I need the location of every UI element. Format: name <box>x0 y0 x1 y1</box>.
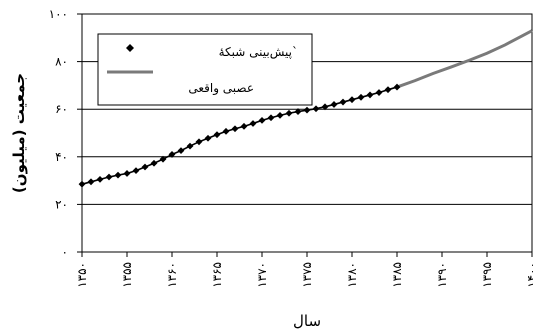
legend-label-actual: عصبی واقعی <box>188 81 254 96</box>
y-tick-label: ۰ <box>62 245 68 259</box>
data-point <box>132 167 140 175</box>
data-point <box>276 111 284 119</box>
x-axis-ticks: ۱۳۵۰ ۱۳۵۵ ۱۳۶۰ ۱۳۶۵ ۱۳۷۰ ۱۳۷۵ ۱۳۸۰ ۱۳۸۵ ۱۳۹۰ ۱۳۹۵… <box>75 252 533 288</box>
y-tick-label: ۴۰ <box>55 150 68 164</box>
y-axis-ticks: ۰ ۲۰ ۴۰ ۶۰ ۸۰ ۱۰۰ <box>49 7 82 259</box>
data-point <box>231 125 239 133</box>
y-axis-title: جمعیت (میلیون) <box>10 73 28 193</box>
legend: پیش‌بینی شبکۀ` عصبی واقعی <box>97 33 313 106</box>
x-tick-label: ۱۳۸۵ <box>390 262 404 288</box>
data-point <box>96 176 104 183</box>
y-tick-label: ۱۰۰ <box>49 7 68 21</box>
data-point <box>321 103 329 111</box>
data-point <box>339 98 347 106</box>
x-tick-label: ۱۳۸۰ <box>345 262 359 288</box>
data-point <box>240 122 248 130</box>
y-tick-label: ۶۰ <box>55 102 68 116</box>
data-point <box>168 151 176 158</box>
x-tick-label: ۱۳۶۰ <box>165 262 179 288</box>
data-point <box>249 120 257 127</box>
data-point <box>375 89 383 96</box>
x-tick-label: ۱۳۹۰ <box>435 262 449 288</box>
y-tick-label: ۲۰ <box>55 197 68 211</box>
data-point <box>330 101 338 108</box>
data-point <box>393 83 401 91</box>
data-point <box>123 170 131 177</box>
x-tick-label: ۱۳۶۵ <box>210 262 224 288</box>
x-tick-label: ۱۳۵۵ <box>120 262 134 288</box>
x-tick-label: ۱۳۵۰ <box>75 262 89 288</box>
data-point <box>195 138 203 146</box>
data-point <box>348 96 356 104</box>
x-tick-label: ۱۴۰۰ <box>525 262 533 288</box>
data-point <box>87 178 95 186</box>
data-point <box>267 114 275 122</box>
data-point <box>204 134 212 142</box>
data-point <box>303 106 311 114</box>
x-axis-title: سال <box>293 312 321 330</box>
data-point <box>357 93 365 101</box>
data-point <box>294 108 302 115</box>
data-point <box>213 131 221 139</box>
legend-box <box>97 33 313 106</box>
data-point <box>159 155 167 163</box>
series-points <box>78 83 401 188</box>
data-point <box>78 180 86 188</box>
legend-label-predicted: پیش‌بینی شبکۀ` <box>219 45 298 60</box>
data-point <box>186 142 194 150</box>
x-tick-label: ۱۳۷۰ <box>255 262 269 288</box>
x-tick-label: ۱۳۷۵ <box>300 262 314 288</box>
data-point <box>177 147 185 155</box>
data-point <box>312 105 320 113</box>
legend-diamond-icon <box>126 44 134 52</box>
data-point <box>384 86 392 94</box>
y-tick-label: ۸۰ <box>55 55 68 69</box>
data-point <box>105 173 113 181</box>
data-point <box>114 171 122 179</box>
data-point <box>150 159 158 167</box>
data-point <box>366 91 374 99</box>
data-point <box>285 109 293 117</box>
x-tick-label: ۱۳۹۵ <box>480 262 494 288</box>
data-point <box>141 163 149 171</box>
data-point <box>258 116 266 124</box>
data-point <box>222 127 230 135</box>
actual-series-line <box>396 29 533 89</box>
